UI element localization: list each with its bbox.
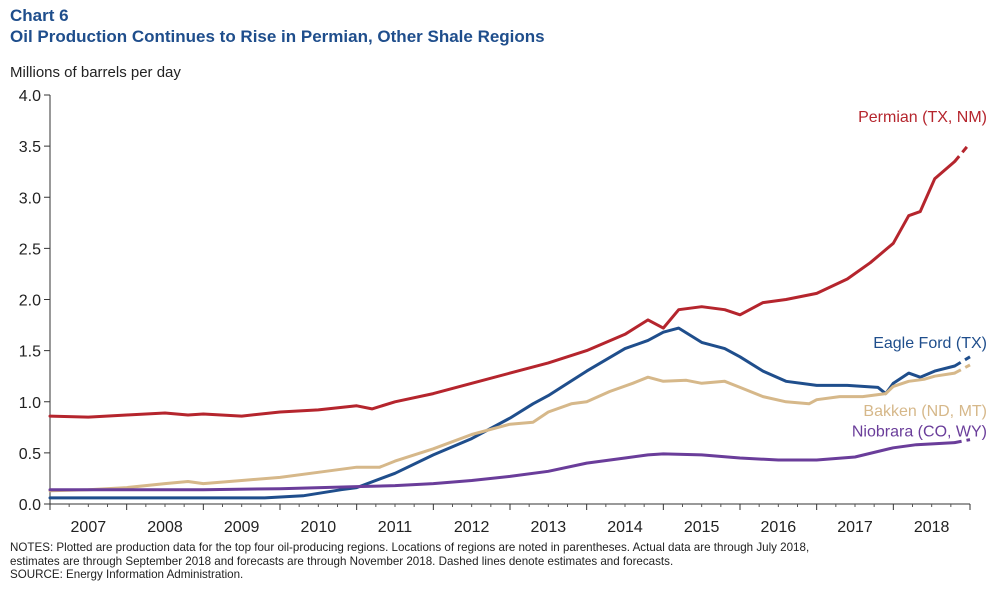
x-tick-label: 2013 [531,519,567,536]
notes-line-1: NOTES: Plotted are production data for t… [10,541,810,554]
source-line: SOURCE: Energy Information Administratio… [10,568,244,582]
eagle-forecast-line [953,355,971,368]
y-tick-label: 4.0 [19,88,41,105]
permian-forecast-line [953,142,972,163]
niobrara-forecast-line [954,438,971,445]
permian-series-label: Permian (TX, NM) [858,109,987,126]
chart-title: Oil Production Continues to Rise in Perm… [10,27,545,46]
y-tick-label: 0.5 [19,446,41,463]
permian-series-line [48,160,957,419]
x-tick-label: 2016 [761,519,797,536]
y-tick-label: 1.0 [19,395,41,412]
line-chart: 0.0 0.5 1.0 1.5 2.0 2.5 3.0 3.5 4.0 2007 2008 2009 2… [19,88,987,536]
y-axis-label: Millions of barrels per day [10,64,181,81]
eagle-series-label: Eagle Ford (TX) [873,335,987,352]
y-tick-label: 3.5 [19,139,41,156]
bakken-series-line [48,371,957,493]
y-tick-label: 2.0 [19,293,41,310]
bakken-series-label: Bakken (ND, MT) [863,403,987,420]
x-tick-label: 2018 [914,519,950,536]
x-tick-label: 2014 [607,519,643,536]
x-tick-label: 2008 [147,519,183,536]
y-tick-label: 3.0 [19,190,41,207]
niobrara-series-label: Niobrara (CO, WY) [852,424,987,441]
series-labels: Permian (TX, NM) Eagle Ford (TX) Bakken (N… [852,109,987,441]
notes-line-2: estimates are through September 2018 and… [10,554,674,568]
x-tick-label: 2010 [301,519,337,536]
chart-series [48,142,972,500]
x-tick-label: 2017 [837,519,873,536]
x-tick-label: 2009 [224,519,260,536]
y-tick-label: 0.0 [19,497,41,514]
chart-notes: NOTES: Plotted are production data for t… [10,541,985,582]
niobrara-series-line [48,441,957,492]
chart-number: Chart 6 [10,6,69,25]
eagle-series-line [48,326,957,500]
y-tick-label: 2.5 [19,241,41,258]
x-tick-label: 2012 [454,519,490,536]
y-tick-label: 1.5 [19,344,41,361]
x-tick-label: 2007 [71,519,107,536]
bakken-forecast-line [953,363,971,375]
chart-axes: 0.0 0.5 1.0 1.5 2.0 2.5 3.0 3.5 4.0 2007 2008 2009 2… [19,88,971,536]
x-tick-label: 2015 [684,519,720,536]
x-tick-label: 2011 [378,519,413,536]
